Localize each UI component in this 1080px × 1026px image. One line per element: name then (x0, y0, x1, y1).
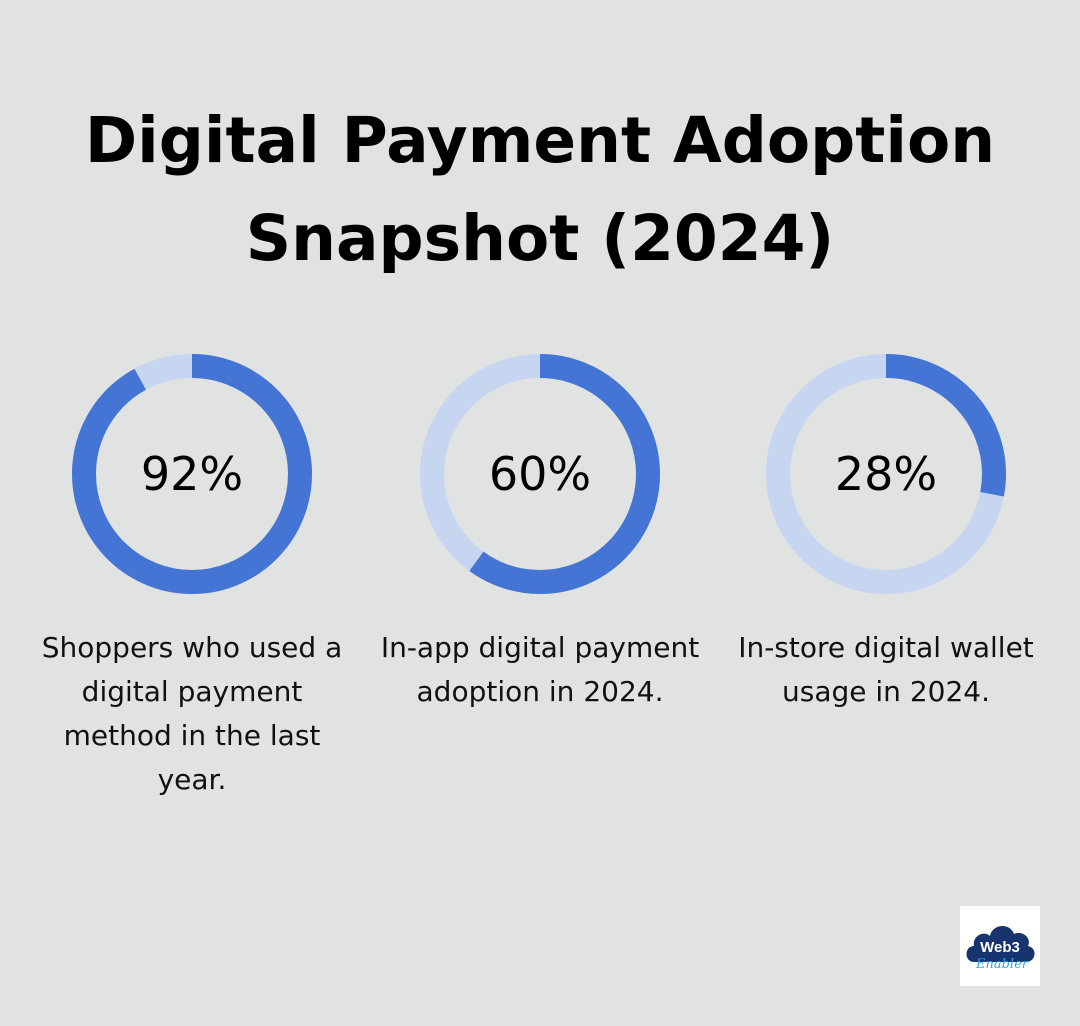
donut-chart-2: 60% (420, 354, 660, 594)
page-title: Digital Payment Adoption Snapshot (2024) (0, 92, 1080, 288)
web3-enabler-logo: Web3 Enabler (960, 906, 1040, 986)
donut-ring-icon (766, 354, 1006, 594)
stat-value: 92% (140, 447, 244, 501)
stat-description: In-store digital wallet usage in 2024. (738, 631, 1034, 708)
donut-ring-icon (420, 354, 660, 594)
donut-chart-1: 92% (72, 354, 312, 594)
donut-chart-3: 28% (766, 354, 1006, 594)
svg-text:Web3: Web3 (980, 939, 1020, 956)
donut-ring-icon (72, 354, 312, 594)
stat-description: In-app digital payment adoption in 2024. (380, 631, 700, 708)
cloud-icon: Web3 Enabler (966, 925, 1035, 972)
title-line-1: Digital Payment Adoption (84, 104, 996, 177)
svg-text:Enabler: Enabler (975, 957, 1029, 972)
title-line-2: Snapshot (2024) (245, 202, 835, 275)
stat-value: 60% (488, 447, 592, 501)
stat-description: Shoppers who used a digital payment meth… (41, 631, 343, 796)
stat-value: 28% (834, 447, 938, 501)
